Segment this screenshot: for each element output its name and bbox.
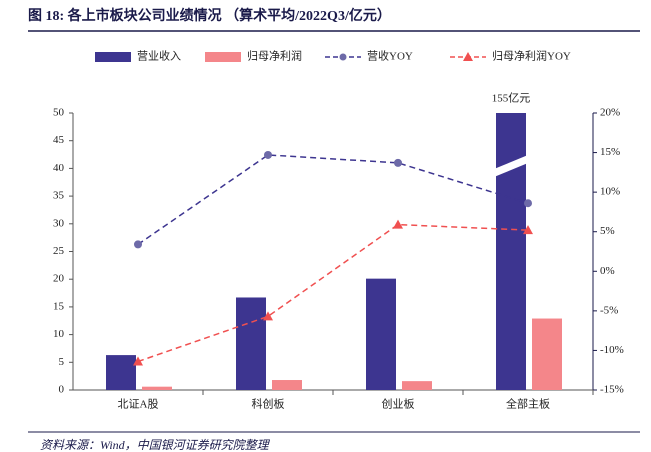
legend-marker (339, 53, 347, 61)
y-tick-label: 5 (59, 356, 65, 368)
y2-tick-label: -15% (600, 384, 624, 396)
y-tick-label: 20 (53, 273, 65, 285)
value-label: 155亿元 (492, 92, 531, 105)
y2-tick-label: -10% (600, 344, 624, 356)
y-tick-label: 45 (53, 134, 65, 146)
legend-label: 营业收入 (137, 49, 181, 63)
y2-tick-label: -5% (600, 304, 618, 316)
line (137, 223, 529, 363)
marker (523, 225, 533, 235)
y2-tick-label: 5% (600, 225, 615, 237)
marker (133, 356, 143, 366)
axis-break (494, 155, 528, 177)
marker (134, 240, 142, 249)
marker (264, 150, 272, 159)
legend-label: 归母净利润YOY (492, 49, 571, 63)
bar (106, 355, 136, 390)
y2-tick-label: 10% (600, 186, 620, 198)
chart-title: 图 18: 各上市板块公司业绩情况 （算术平均/2022Q3/亿元） (28, 7, 391, 24)
y-tick-label: 15 (53, 300, 65, 312)
legend-marker (463, 52, 473, 61)
line (137, 154, 529, 245)
y-tick-label: 30 (53, 217, 65, 229)
legend-label: 归母净利润 (247, 49, 302, 63)
bar (402, 381, 432, 390)
bar (142, 386, 172, 390)
y-tick-label: 40 (53, 162, 65, 174)
y-tick-label: 25 (53, 245, 65, 257)
legend-swatch (205, 52, 241, 62)
y-tick-label: 10 (53, 328, 65, 340)
marker (393, 219, 403, 229)
x-tick-label: 创业板 (382, 397, 415, 411)
bar (236, 297, 266, 390)
bar (532, 318, 562, 390)
y-tick-label: 0 (59, 384, 65, 396)
y2-tick-label: 20% (600, 107, 620, 119)
y-tick-label: 50 (53, 107, 65, 119)
bar (366, 278, 396, 390)
x-tick-label: 全部主板 (506, 397, 550, 411)
legend-label: 营收YOY (367, 49, 413, 63)
y2-tick-label: 0% (600, 265, 615, 277)
y2-tick-label: 15% (600, 146, 620, 158)
source: 资料来源：Wind，中国银河证券研究院整理 (40, 438, 271, 452)
x-tick-label: 科创板 (252, 397, 285, 411)
legend-swatch (95, 52, 131, 62)
marker (394, 158, 402, 167)
bar (272, 380, 302, 390)
marker (524, 199, 532, 208)
x-tick-label: 北证A股 (118, 398, 159, 411)
marker (263, 311, 273, 321)
y-tick-label: 35 (53, 190, 65, 202)
